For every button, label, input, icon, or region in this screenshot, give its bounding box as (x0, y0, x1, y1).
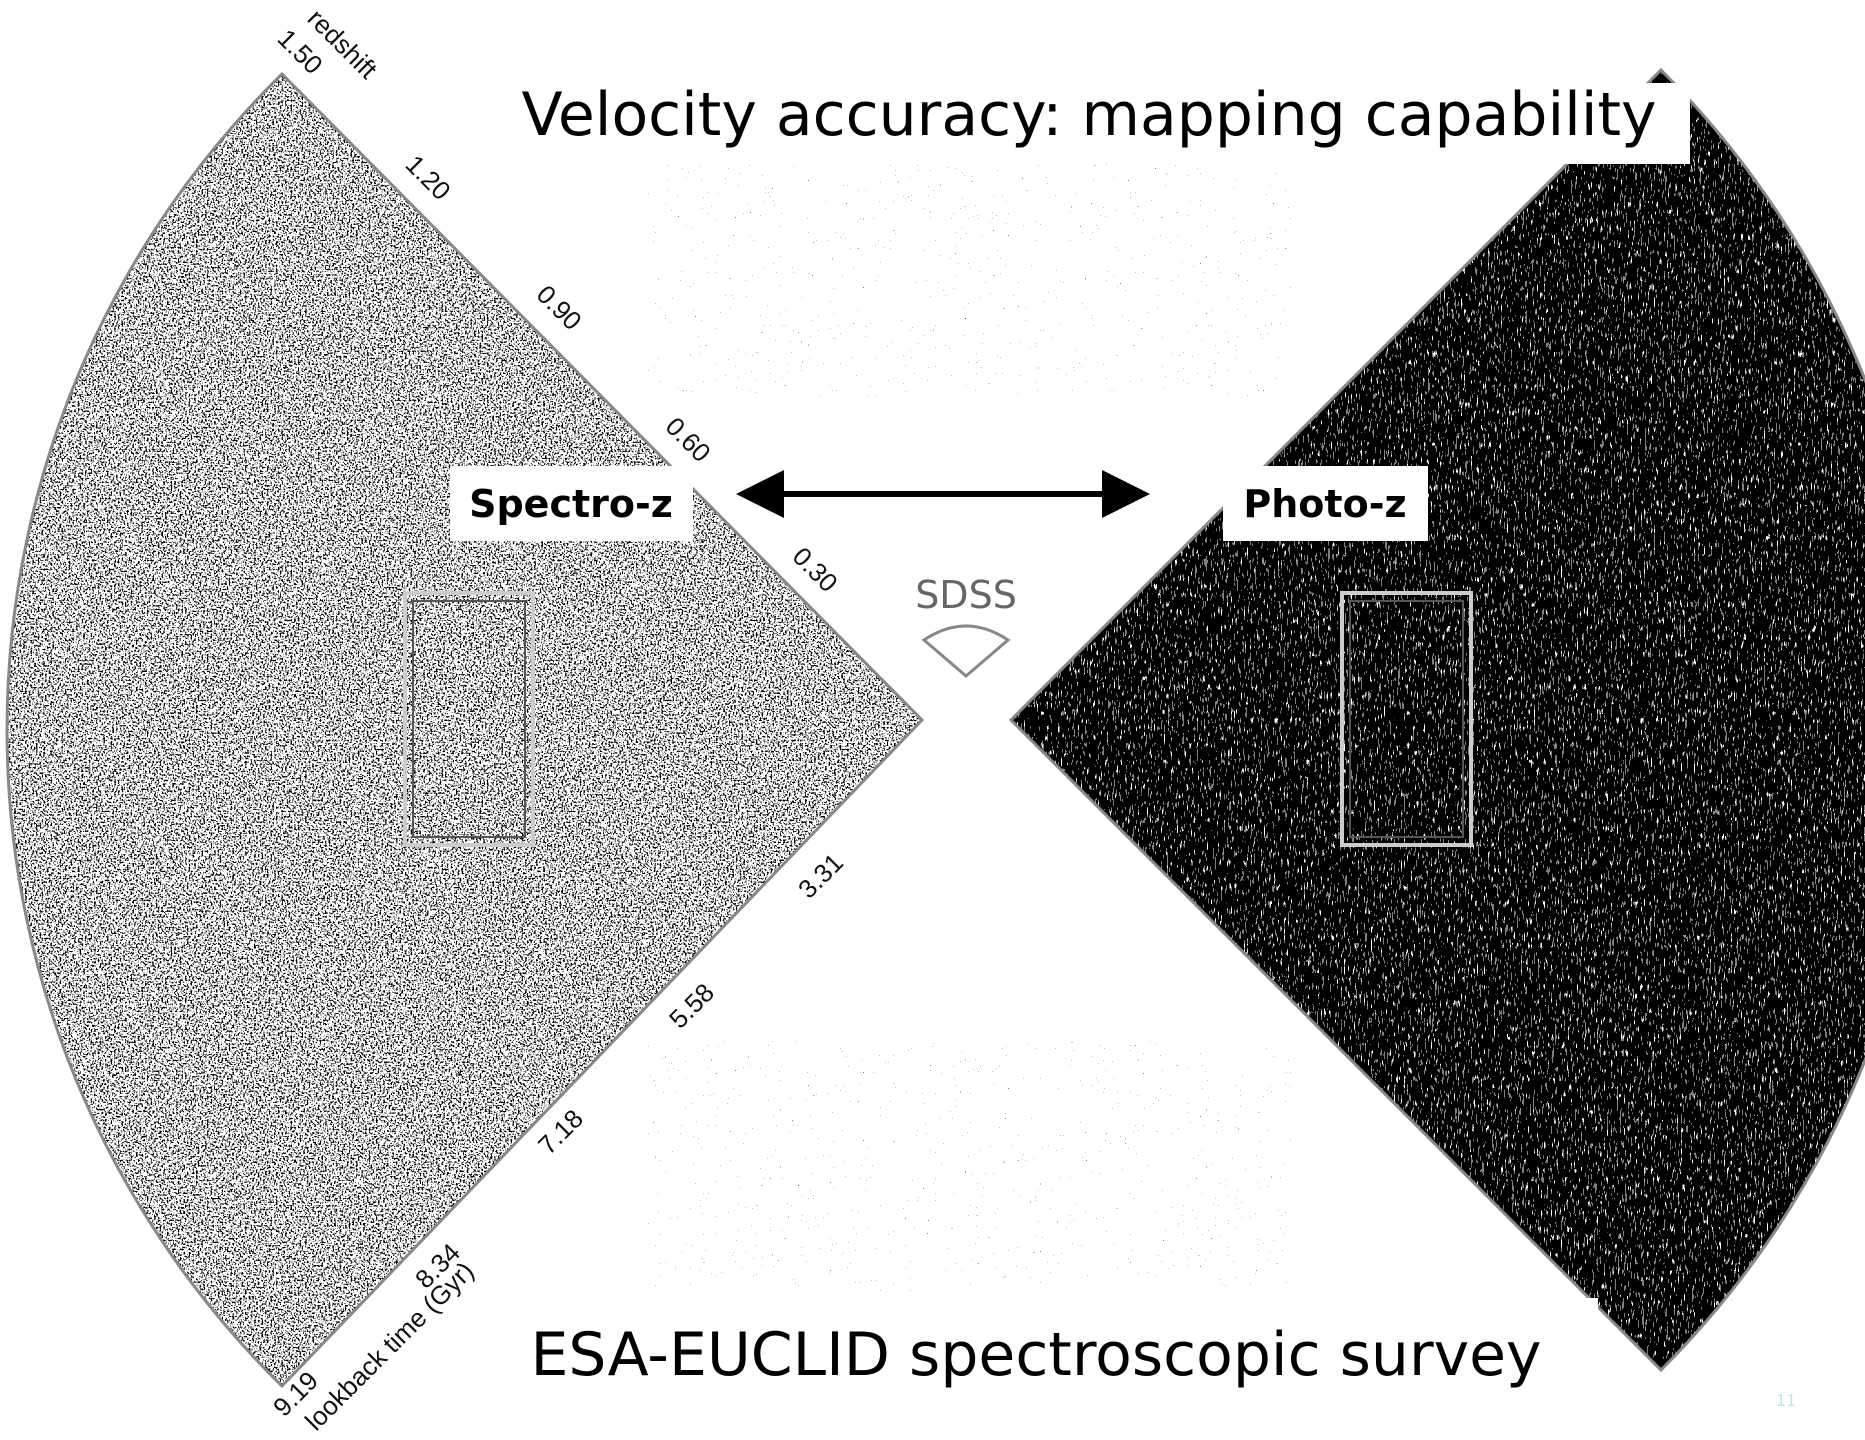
redshift-tick: 0.60 (660, 411, 717, 468)
lookback-tick: 5.58 (663, 977, 720, 1034)
zoom-box (412, 600, 526, 838)
subtitle: ESA-EUCLID spectroscopic survey (530, 1320, 1541, 1390)
zoom-box (1349, 600, 1464, 838)
subtitle-box (488, 1298, 1598, 1398)
redshift-tick: 0.90 (531, 279, 588, 336)
wedge-outline (5, 71, 925, 1389)
bottom-panel (644, 1039, 1293, 1293)
spectro-label: Spectro-z (469, 482, 673, 526)
zoom-box (403, 591, 535, 847)
title-box (488, 83, 1690, 164)
sdss-label: SDSS (915, 573, 1017, 617)
redshift-tick: 1.20 (400, 149, 457, 206)
title: Velocity accuracy: mapping capability (521, 80, 1656, 150)
wedge-outline (1008, 67, 1865, 1373)
photo-label: Photo-z (1243, 482, 1406, 526)
page-number: 11 (1776, 1391, 1796, 1410)
zoom-box (1340, 591, 1473, 847)
top-panel (644, 162, 1293, 398)
label-box (450, 466, 693, 541)
sdss-icon (921, 624, 1011, 678)
redshift-tick: 0.30 (787, 541, 844, 598)
lookback-tick: 3.31 (792, 847, 849, 904)
label-box (1223, 466, 1428, 541)
